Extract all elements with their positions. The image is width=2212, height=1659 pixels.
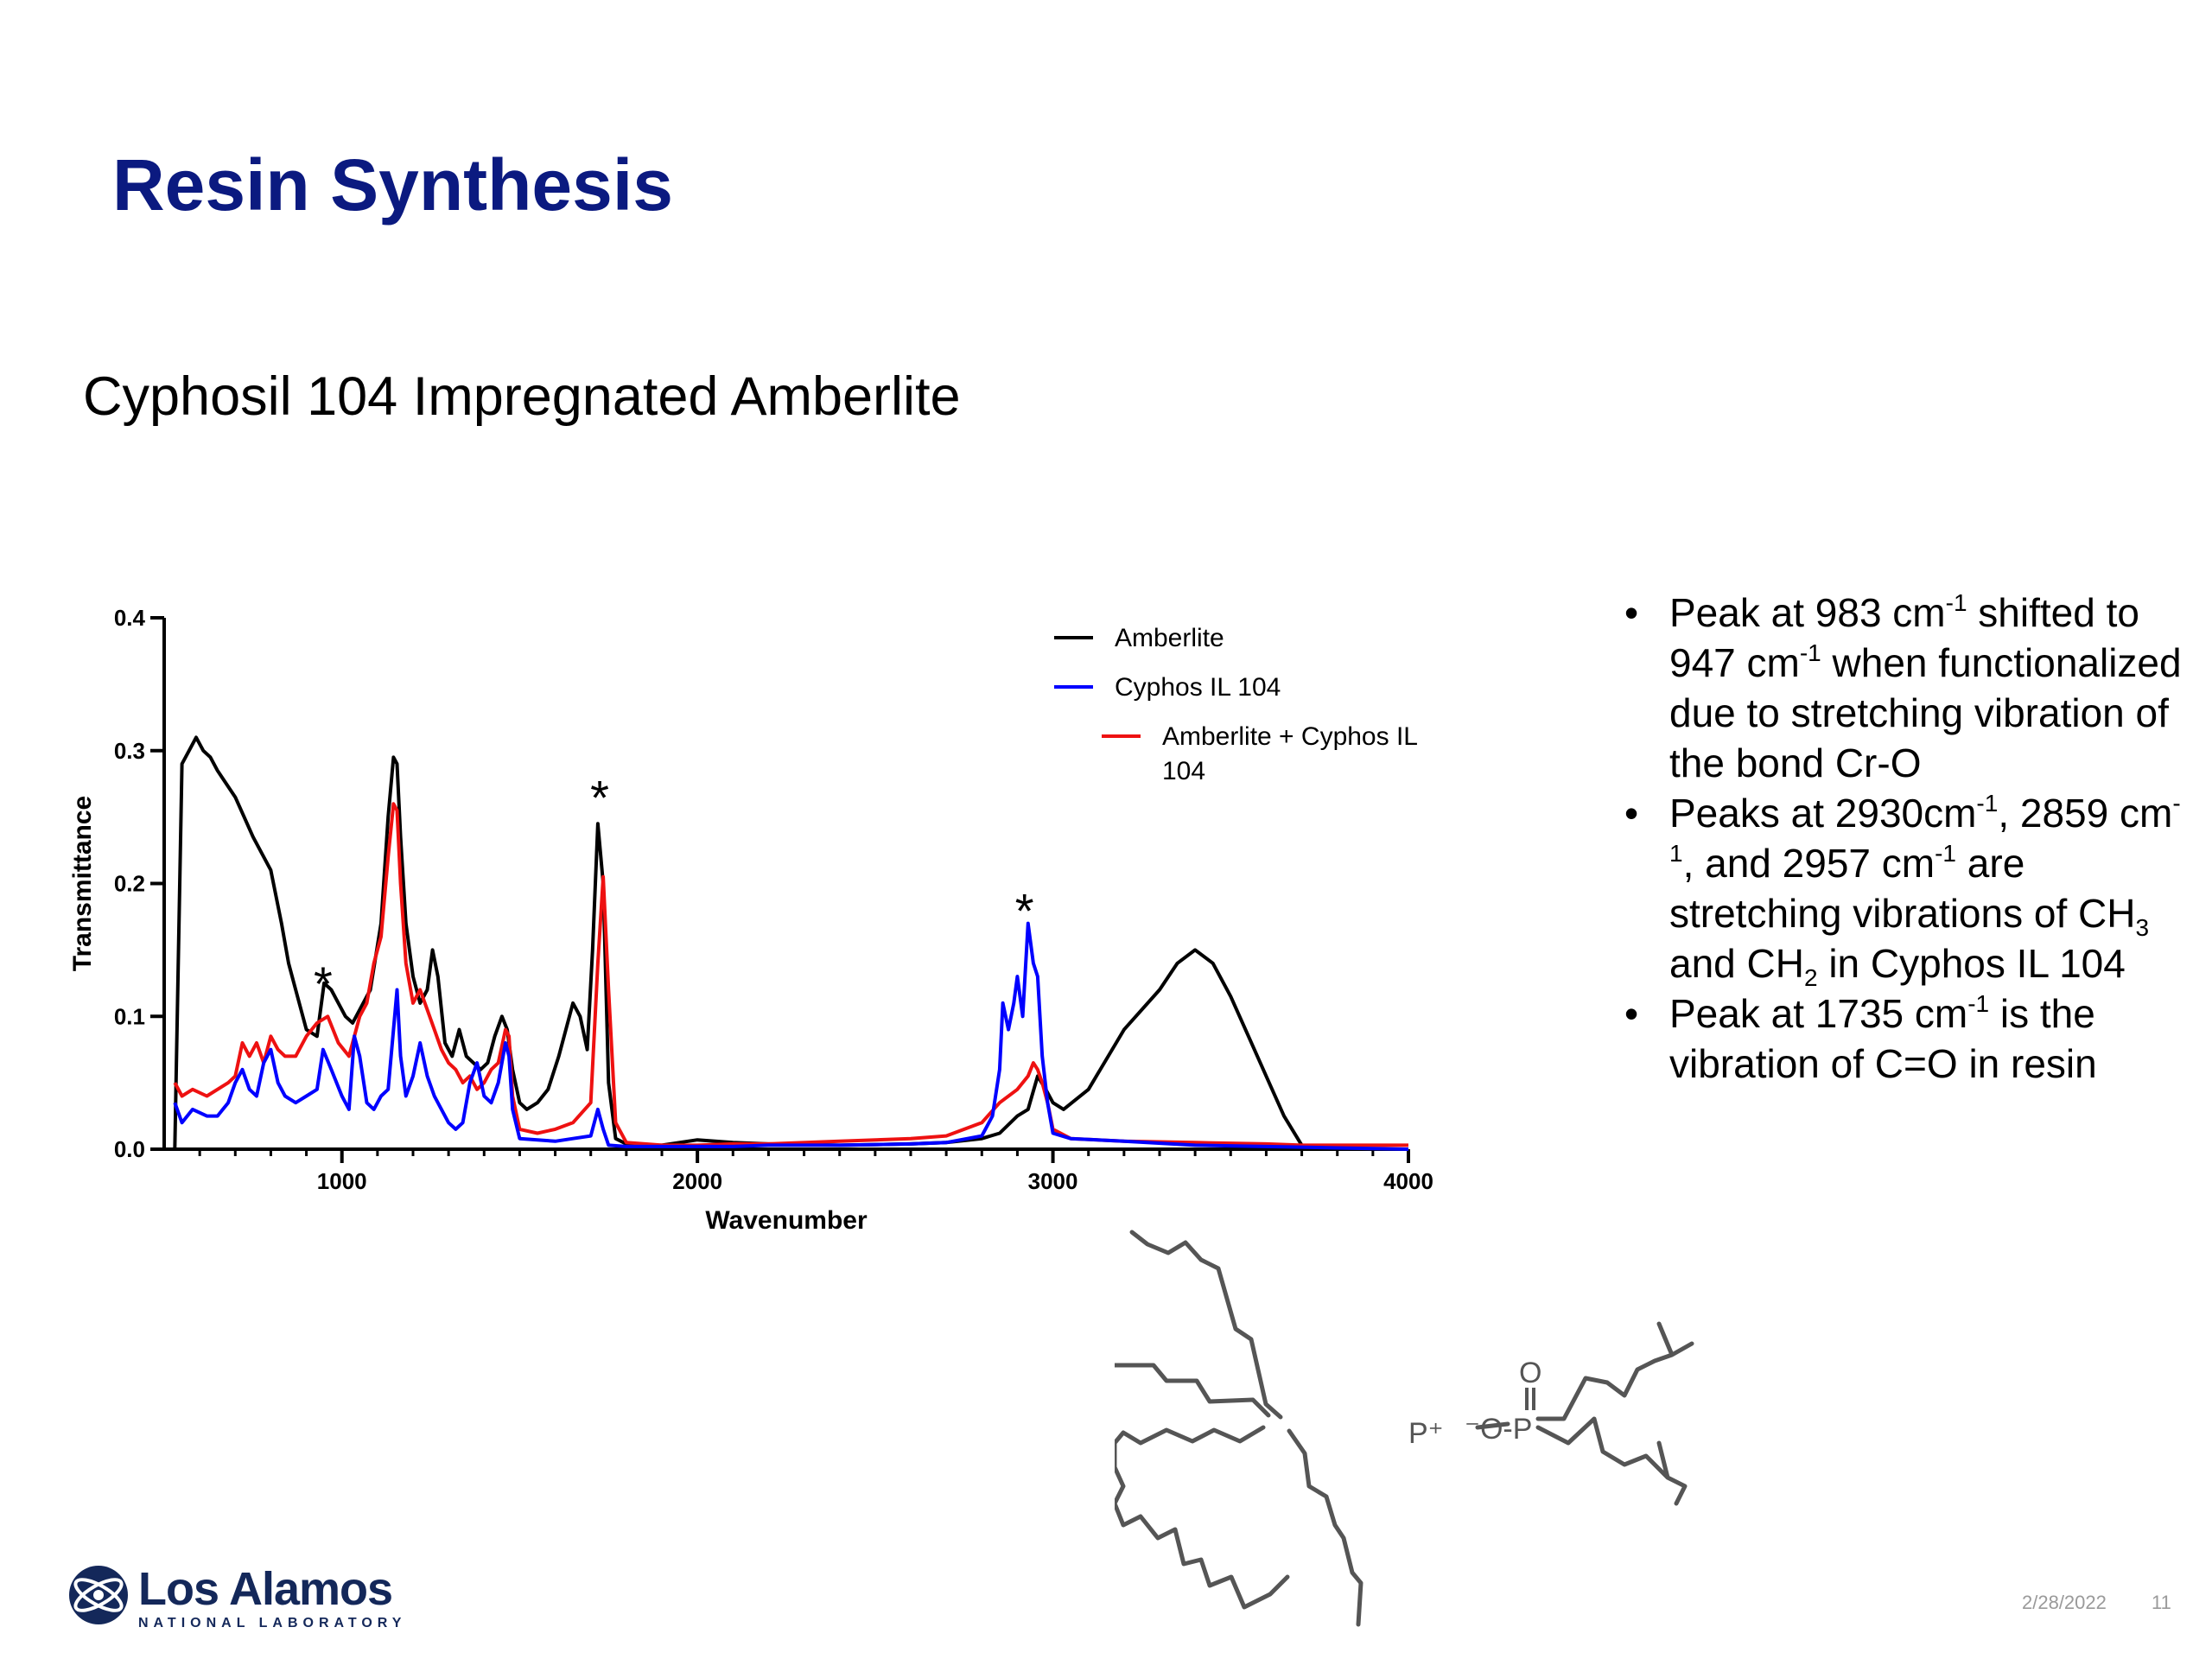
bullet-item: Peak at 983 cm-1 shifted to 947 cm-1 whe… — [1624, 588, 2195, 788]
bullet-text: in Cyphos IL 104 — [1817, 941, 2126, 986]
bullet-text: 3 — [2135, 914, 2150, 941]
y-tick-label: 0.1 — [114, 1003, 145, 1029]
bullet-text: -1 — [1935, 840, 1957, 867]
legend-label: Cyphos IL 104 — [1115, 673, 1281, 702]
bullet-text: is the vibration of C=O in resin — [1669, 991, 2097, 1086]
bullet-text: when functionalized due to stretching vi… — [1669, 640, 2182, 785]
series-line-amberlite — [173, 735, 1408, 1151]
chart-annotations: * * * — [314, 771, 1034, 1011]
y-tick-label: 0.2 — [114, 871, 145, 897]
bullet-text: shifted to 947 cm — [1669, 590, 2139, 685]
chart-legend: Amberlite Cyphos IL 104 Amberlite + Cyphos… — [1054, 624, 1418, 785]
bullet-text: Peak at 1735 cm — [1669, 991, 1968, 1036]
chart-axes: 0.0 0.1 0.2 0.3 0.4 1000 2000 3000 4000 Wavenumbe… — [68, 605, 1433, 1235]
bullet-text: Peaks at 2930cm — [1669, 791, 1977, 836]
y-axis-label: Transmittance — [68, 796, 97, 971]
los-alamos-logo-icon — [69, 1566, 128, 1624]
bullet-text: -1 — [1799, 639, 1821, 666]
ir-spectrum-chart: 0.0 0.1 0.2 0.3 0.4 1000 2000 3000 4000 Wavenumbe… — [68, 605, 1433, 1235]
footer-page-number: 11 — [2152, 1592, 2171, 1613]
bullet-text: , 2859 cm — [1998, 791, 2173, 836]
peak-asterisk-annotation: * — [314, 957, 333, 1011]
bullet-text: , and 2957 cm — [1682, 841, 1936, 886]
legend-label: Amberlite + Cyphos IL — [1162, 722, 1418, 751]
y-tick-label: 0.4 — [114, 605, 146, 631]
bullet-item: Peaks at 2930cm-1, 2859 cm-1, and 2957 c… — [1624, 788, 2195, 991]
y-tick-label: 0.0 — [114, 1136, 145, 1162]
bullet-text: -1 — [1945, 589, 1967, 616]
findings-bullet-list: Peak at 983 cm-1 shifted to 947 cm-1 whe… — [1624, 588, 2195, 1089]
bullet-text: -1 — [1669, 790, 2181, 867]
peak-asterisk-annotation: * — [1015, 883, 1034, 938]
x-tick-label: 4000 — [1383, 1168, 1433, 1194]
x-axis-label: Wavenumber — [705, 1206, 868, 1235]
legend-label: Amberlite — [1115, 624, 1224, 652]
o-minus-atom-label: ⁻O-P — [1465, 1413, 1532, 1446]
cyphos-il-104-structure-image: P⁺ ⁻O-P O — [1115, 1230, 1694, 1627]
chart-series — [173, 735, 1409, 1151]
bullet-item: Peak at 1735 cm-1 is the vibration of C=… — [1624, 988, 2195, 1089]
p-plus-atom-label: P⁺ — [1408, 1417, 1444, 1450]
bullet-text: are stretching vibrations of CH — [1669, 841, 2136, 936]
bullet-text: -1 — [1967, 990, 1990, 1017]
bullet-text: 2 — [1803, 964, 1818, 991]
footer-date: 2/28/2022 — [2022, 1592, 2107, 1613]
legend-label: 104 — [1162, 757, 1205, 785]
bullet-text: and CH — [1669, 941, 1804, 986]
peak-asterisk-annotation: * — [590, 771, 609, 825]
bullet-text: -1 — [1976, 790, 1999, 817]
x-tick-label: 2000 — [672, 1168, 722, 1194]
slide-subtitle: Cyphosil 104 Impregnated Amberlite — [83, 366, 961, 427]
los-alamos-logo: Los Alamos NATIONAL LABORATORY — [138, 1563, 407, 1630]
series-line-amberlite-cyphos-il-104 — [173, 802, 1408, 1147]
o-atom-label: O — [1519, 1357, 1541, 1389]
bullet-text: Peak at 983 cm — [1669, 590, 1946, 635]
slide-title: Resin Synthesis — [112, 144, 673, 226]
x-tick-label: 1000 — [317, 1168, 367, 1194]
x-tick-label: 3000 — [1028, 1168, 1078, 1194]
y-tick-label: 0.3 — [114, 738, 145, 764]
series-line-cyphos-il-104 — [173, 921, 1409, 1151]
